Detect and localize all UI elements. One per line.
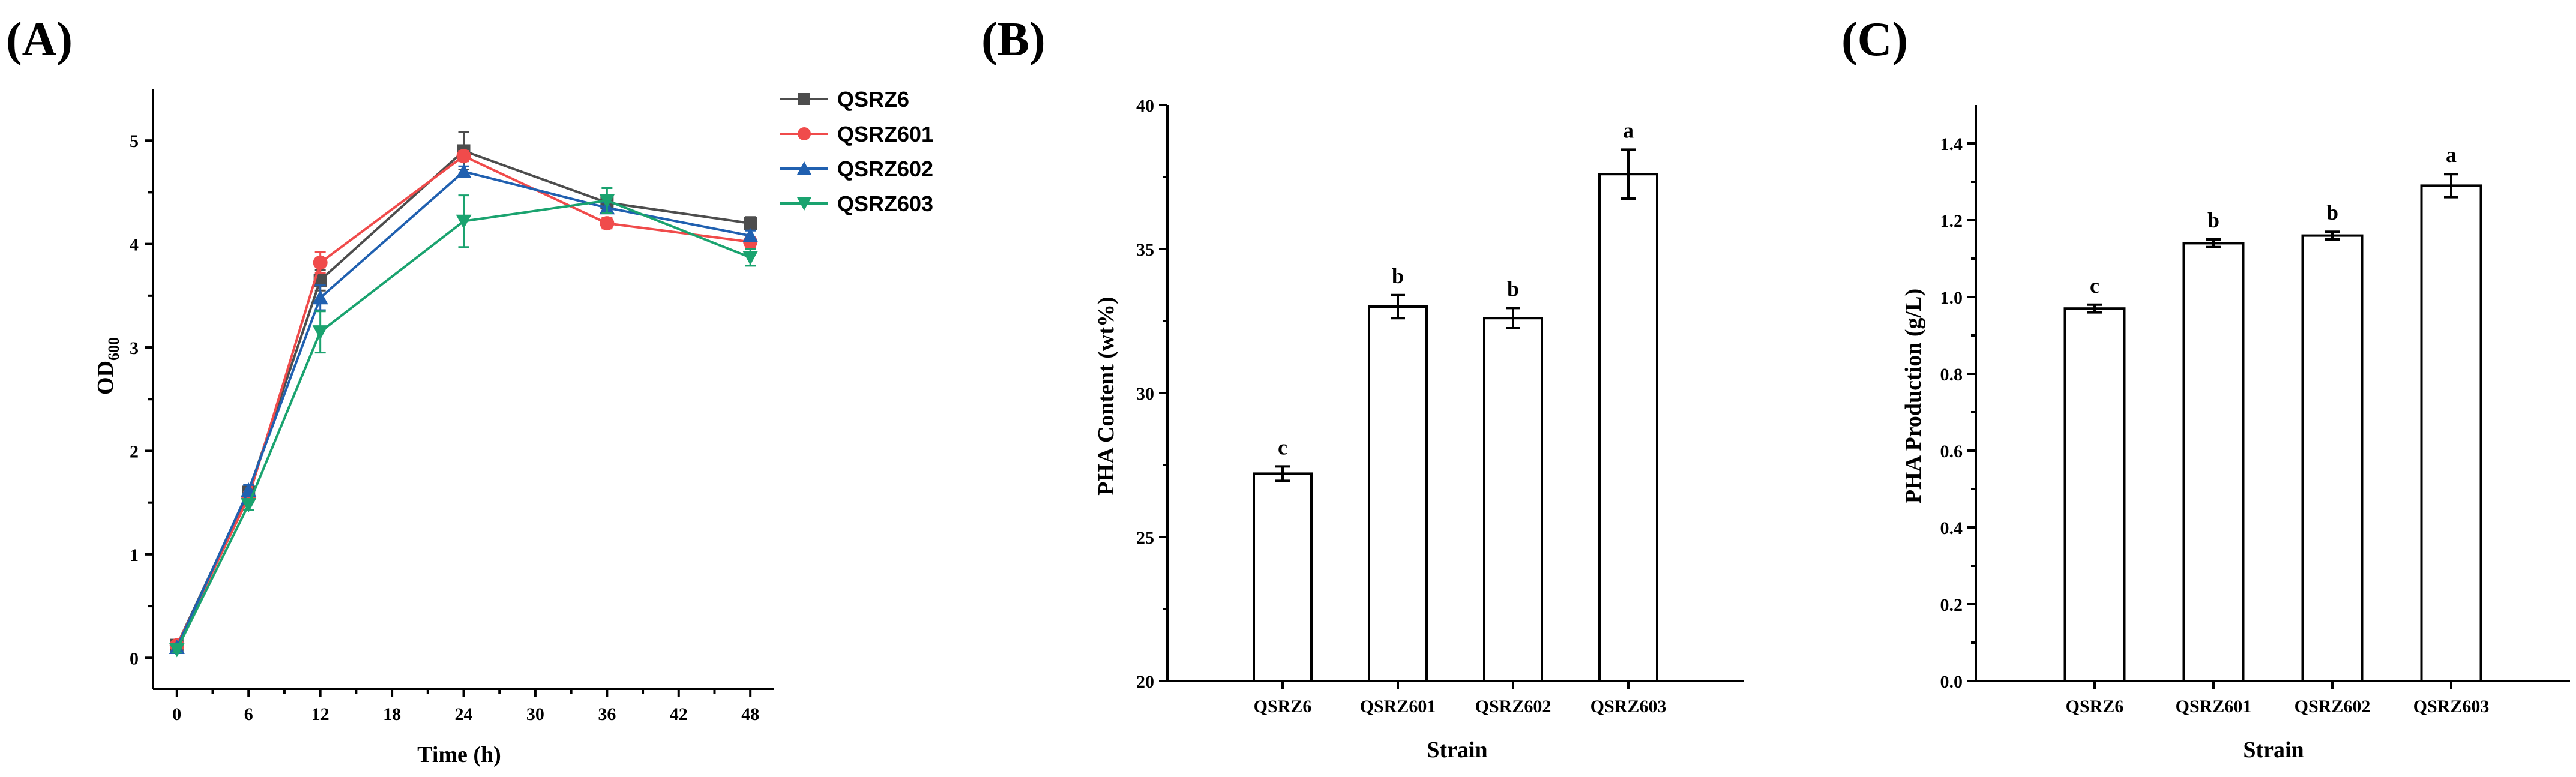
panel-b-x-tick-label: QSRZ603	[1590, 697, 1667, 716]
panel-a-x-tick-label: 36	[598, 704, 616, 724]
panel-a-series	[169, 131, 759, 658]
panel-a-data-point	[600, 216, 615, 231]
panel-b-x-tick-label: QSRZ6	[1254, 697, 1312, 716]
panel-a-data-point	[742, 251, 759, 266]
legend-marker-qsrz6	[798, 93, 810, 105]
panel-c-bars: c b b a	[2063, 143, 2482, 683]
panel-c-significance-label: b	[2326, 200, 2338, 224]
panel-a-x-tick-label: 18	[383, 704, 401, 724]
panel-c-bar-qsrz603	[2420, 184, 2482, 682]
panel-c-bar-qsrz601	[2182, 242, 2245, 682]
panel-b-x-axis-title: Strain	[1427, 737, 1487, 763]
panel-b-label: (B)	[981, 13, 1046, 66]
panel-a-x-tick-label: 42	[670, 704, 688, 724]
panel-a-x-axis-title: Time (h)	[417, 742, 501, 767]
panel-c-y-tick-label: 0.6	[1940, 442, 1963, 461]
panel-c-bar-qsrz602	[2301, 234, 2364, 683]
panel-a-data-point	[241, 498, 257, 513]
panel-b-bar-qsrz603	[1598, 173, 1658, 682]
panel-c-x-tick-label: QSRZ601	[2176, 697, 2252, 716]
panel-a-y-tick-label: 1	[130, 545, 139, 565]
panel-a-data-point	[744, 217, 757, 230]
panel-a-label: (A)	[6, 13, 73, 66]
legend-label-qsrz601: QSRZ601	[837, 122, 933, 146]
panel-b-axes: 20 25 30 35 40 QSRZ6 QSRZ601 QSRZ602 QSRZ603	[1136, 96, 1744, 716]
panel-b: (B) 20 25 30 35 40 QSRZ6 QSRZ601 QSRZ602 QSRZ603…	[981, 13, 1744, 763]
panel-a-x-tick-label: 6	[244, 704, 253, 724]
panel-c-bar-qsrz6	[2063, 307, 2126, 682]
panel-c-significance-label: a	[2446, 143, 2457, 167]
panel-b-significance-label: c	[1278, 435, 1287, 459]
panel-c-y-tick-label: 1.2	[1940, 211, 1963, 231]
panel-b-bar-qsrz6	[1253, 472, 1313, 683]
panel-a-data-point	[456, 163, 472, 178]
panel-a-x-tick-label: 12	[311, 704, 330, 724]
panel-b-y-tick-label: 30	[1136, 384, 1154, 404]
panel-b-significance-label: b	[1507, 277, 1519, 301]
panel-a-data-point	[313, 255, 328, 270]
panel-a-legend: QSRZ6 QSRZ601 QSRZ602 QSRZ603	[780, 87, 933, 216]
panel-a-data-point	[742, 227, 759, 242]
legend-label-qsrz603: QSRZ603	[837, 191, 933, 216]
panel-c-label: (C)	[1841, 13, 1908, 66]
panel-c-y-tick-label: 0.2	[1940, 595, 1963, 615]
panel-a-y-axis-title-main: OD	[93, 361, 118, 395]
panel-b-significance-label: b	[1392, 264, 1404, 288]
panel-c: (C) 0.0 0.2 0.4 0.6 0.8 1.0 1.2 1.4 QSRZ6 QSRZ601…	[1841, 13, 2570, 763]
panel-a-data-point	[169, 643, 185, 658]
panel-c-y-tick-label: 0.8	[1940, 365, 1963, 385]
panel-b-bars: c b b a	[1253, 118, 1658, 683]
legend-label-qsrz602: QSRZ602	[837, 157, 933, 181]
panel-c-y-tick-label: 1.0	[1940, 288, 1963, 308]
panel-a-y-axis-title-sub: 600	[105, 337, 122, 361]
panel-a-series-line-qsrz603	[176, 199, 751, 650]
panel-c-y-tick-label: 1.4	[1940, 134, 1963, 154]
panel-a-x-tick-label: 48	[741, 704, 759, 724]
panel-c-significance-label: b	[2207, 208, 2219, 232]
panel-a-x-tick-label: 0	[172, 704, 181, 724]
legend-marker-qsrz601	[798, 127, 811, 140]
panel-a-y-tick-label: 5	[130, 131, 139, 151]
panel-a-data-point	[312, 290, 328, 305]
panel-a-series-line-qsrz601	[176, 154, 751, 646]
panel-a-data-point	[456, 214, 472, 229]
legend-marker-qsrz602	[797, 161, 811, 175]
legend-label-qsrz6: QSRZ6	[837, 87, 909, 112]
panel-a-data-point	[312, 325, 328, 340]
panel-a-y-tick-label: 4	[130, 235, 139, 255]
panel-a-y-axis-title: OD600	[93, 337, 122, 395]
panel-b-significance-label: a	[1623, 118, 1634, 142]
panel-c-x-tick-label: QSRZ602	[2295, 697, 2371, 716]
panel-b-y-tick-label: 20	[1136, 672, 1154, 692]
panel-a-x-tick-label: 24	[455, 704, 473, 724]
panel-b-bar-qsrz602	[1483, 317, 1543, 682]
panel-c-y-tick-label: 0.4	[1940, 518, 1963, 538]
panel-a-x-tick-label: 30	[526, 704, 544, 724]
panel-a-y-tick-label: 0	[130, 649, 139, 668]
panel-a-y-tick-label: 3	[130, 338, 139, 358]
panel-b-x-tick-label: QSRZ602	[1475, 697, 1551, 716]
panel-c-significance-label: c	[2090, 274, 2099, 298]
panel-c-x-axis-title: Strain	[2243, 737, 2304, 763]
panel-b-y-tick-label: 40	[1136, 96, 1154, 116]
panel-c-y-tick-label: 0.0	[1940, 672, 1963, 692]
panel-c-x-tick-label: QSRZ603	[2413, 697, 2490, 716]
panel-b-y-tick-label: 25	[1136, 528, 1154, 548]
panel-a-y-tick-label: 2	[130, 442, 139, 461]
panel-b-y-tick-label: 35	[1136, 240, 1154, 260]
panel-a-series-line-qsrz602	[175, 170, 751, 648]
panel-b-y-axis-title: PHA Content (wt%)	[1094, 296, 1119, 495]
panel-a-data-point	[456, 149, 471, 164]
panel-b-bar-qsrz601	[1368, 305, 1428, 682]
panel-b-x-tick-label: QSRZ601	[1360, 697, 1436, 716]
panel-c-y-axis-title: PHA Production (g/L)	[1901, 289, 1926, 503]
legend-marker-qsrz603	[797, 197, 811, 211]
panel-c-x-tick-label: QSRZ6	[2066, 697, 2124, 716]
panel-a-data-point	[599, 194, 615, 209]
